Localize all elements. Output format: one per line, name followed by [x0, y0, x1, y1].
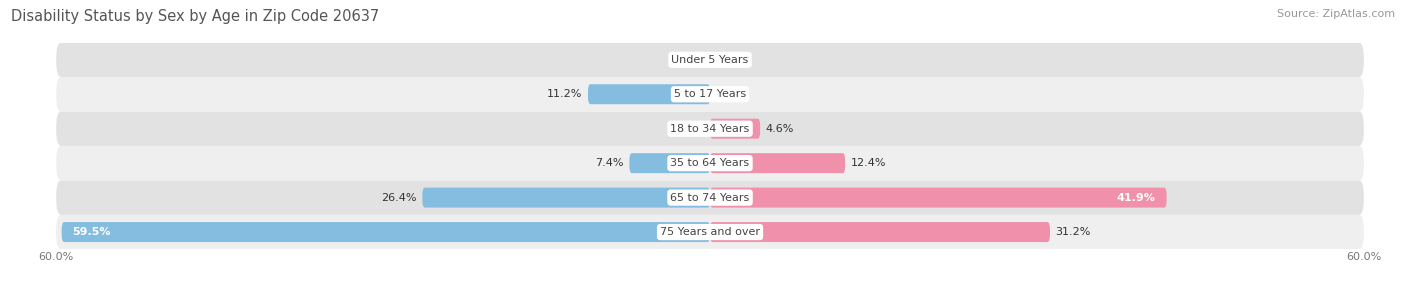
Text: Disability Status by Sex by Age in Zip Code 20637: Disability Status by Sex by Age in Zip C…: [11, 9, 380, 24]
Text: 31.2%: 31.2%: [1056, 227, 1091, 237]
FancyBboxPatch shape: [422, 188, 710, 208]
FancyBboxPatch shape: [630, 153, 710, 173]
Text: 65 to 74 Years: 65 to 74 Years: [671, 193, 749, 202]
FancyBboxPatch shape: [588, 84, 710, 104]
Text: 0.0%: 0.0%: [676, 55, 704, 65]
Text: Under 5 Years: Under 5 Years: [672, 55, 748, 65]
Text: 75 Years and over: 75 Years and over: [659, 227, 761, 237]
FancyBboxPatch shape: [62, 222, 710, 242]
Text: 59.5%: 59.5%: [73, 227, 111, 237]
FancyBboxPatch shape: [710, 188, 1167, 208]
Text: Source: ZipAtlas.com: Source: ZipAtlas.com: [1277, 9, 1395, 19]
Text: 0.0%: 0.0%: [676, 124, 704, 134]
Text: 5 to 17 Years: 5 to 17 Years: [673, 89, 747, 99]
Text: 0.0%: 0.0%: [716, 89, 744, 99]
FancyBboxPatch shape: [710, 153, 845, 173]
Text: 41.9%: 41.9%: [1116, 193, 1156, 202]
Text: 12.4%: 12.4%: [851, 158, 886, 168]
Text: 26.4%: 26.4%: [381, 193, 418, 202]
Text: 11.2%: 11.2%: [547, 89, 582, 99]
FancyBboxPatch shape: [56, 180, 1364, 215]
FancyBboxPatch shape: [710, 119, 761, 139]
Text: 35 to 64 Years: 35 to 64 Years: [671, 158, 749, 168]
FancyBboxPatch shape: [56, 215, 1364, 249]
Text: 7.4%: 7.4%: [596, 158, 624, 168]
Text: 0.0%: 0.0%: [716, 55, 744, 65]
Legend: Male, Female: Male, Female: [651, 299, 769, 304]
FancyBboxPatch shape: [56, 77, 1364, 112]
FancyBboxPatch shape: [56, 146, 1364, 180]
FancyBboxPatch shape: [56, 43, 1364, 77]
Text: 18 to 34 Years: 18 to 34 Years: [671, 124, 749, 134]
FancyBboxPatch shape: [56, 112, 1364, 146]
FancyBboxPatch shape: [710, 222, 1050, 242]
Text: 4.6%: 4.6%: [766, 124, 794, 134]
